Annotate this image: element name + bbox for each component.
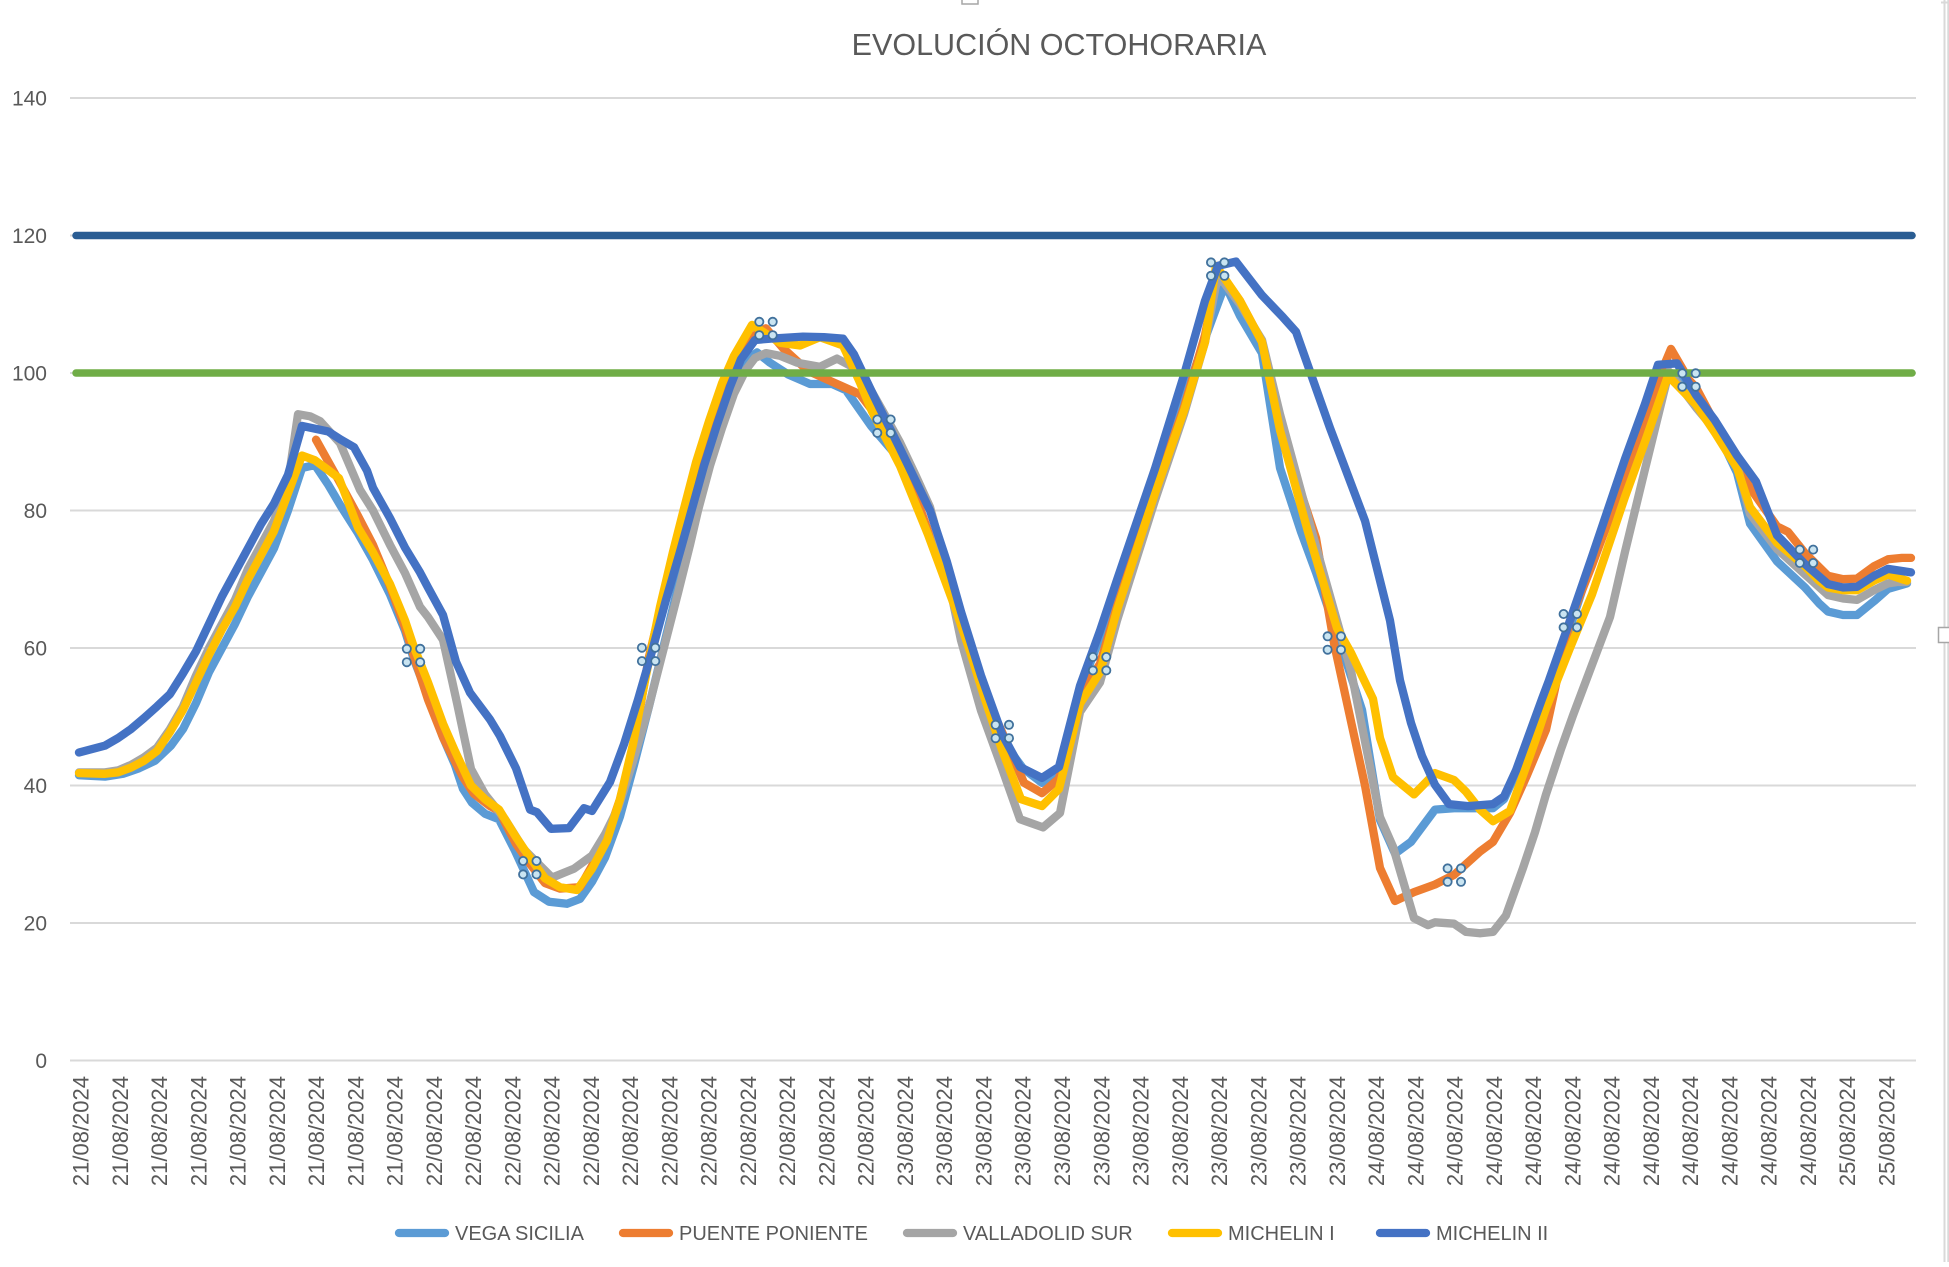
svg-text:EVOLUCIÓN OCTOHORARIA: EVOLUCIÓN OCTOHORARIA — [852, 27, 1267, 62]
svg-text:24/08/2024: 24/08/2024 — [1364, 1076, 1389, 1186]
svg-text:24/08/2024: 24/08/2024 — [1403, 1076, 1428, 1186]
svg-text:22/08/2024: 22/08/2024 — [775, 1076, 800, 1186]
svg-text:22/08/2024: 22/08/2024 — [422, 1076, 447, 1186]
svg-text:40: 40 — [24, 775, 47, 798]
svg-text:22/08/2024: 22/08/2024 — [814, 1076, 839, 1186]
svg-text:100: 100 — [12, 363, 47, 386]
svg-text:23/08/2024: 23/08/2024 — [1011, 1076, 1036, 1186]
svg-text:21/08/2024: 21/08/2024 — [226, 1076, 251, 1186]
svg-text:22/08/2024: 22/08/2024 — [540, 1076, 565, 1186]
svg-text:24/08/2024: 24/08/2024 — [1600, 1076, 1625, 1186]
svg-text:0: 0 — [35, 1050, 47, 1073]
svg-text:25/08/2024: 25/08/2024 — [1835, 1076, 1860, 1186]
svg-text:21/08/2024: 21/08/2024 — [343, 1076, 368, 1186]
svg-text:24/08/2024: 24/08/2024 — [1560, 1076, 1585, 1186]
svg-text:22/08/2024: 22/08/2024 — [461, 1076, 486, 1186]
svg-text:120: 120 — [12, 225, 47, 248]
svg-text:23/08/2024: 23/08/2024 — [1286, 1076, 1311, 1186]
svg-text:21/08/2024: 21/08/2024 — [304, 1076, 329, 1186]
svg-text:22/08/2024: 22/08/2024 — [657, 1076, 682, 1186]
svg-text:VALLADOLID SUR: VALLADOLID SUR — [963, 1223, 1133, 1245]
svg-text:23/08/2024: 23/08/2024 — [893, 1076, 918, 1186]
svg-text:23/08/2024: 23/08/2024 — [1207, 1076, 1232, 1186]
svg-text:VEGA SICILIA: VEGA SICILIA — [455, 1223, 585, 1245]
svg-text:22/08/2024: 22/08/2024 — [854, 1076, 879, 1186]
svg-text:MICHELIN II: MICHELIN II — [1436, 1223, 1548, 1245]
svg-text:23/08/2024: 23/08/2024 — [1050, 1076, 1075, 1186]
svg-text:24/08/2024: 24/08/2024 — [1521, 1076, 1546, 1186]
svg-text:60: 60 — [24, 638, 47, 661]
svg-text:22/08/2024: 22/08/2024 — [697, 1076, 722, 1186]
svg-text:MICHELIN I: MICHELIN I — [1228, 1223, 1335, 1245]
svg-text:23/08/2024: 23/08/2024 — [1168, 1076, 1193, 1186]
svg-text:21/08/2024: 21/08/2024 — [69, 1076, 94, 1186]
svg-text:24/08/2024: 24/08/2024 — [1639, 1076, 1664, 1186]
svg-text:24/08/2024: 24/08/2024 — [1717, 1076, 1742, 1186]
svg-text:23/08/2024: 23/08/2024 — [972, 1076, 997, 1186]
svg-text:21/08/2024: 21/08/2024 — [265, 1076, 290, 1186]
svg-text:25/08/2024: 25/08/2024 — [1875, 1076, 1900, 1186]
svg-text:24/08/2024: 24/08/2024 — [1796, 1076, 1821, 1186]
svg-text:21/08/2024: 21/08/2024 — [383, 1076, 408, 1186]
svg-text:23/08/2024: 23/08/2024 — [932, 1076, 957, 1186]
svg-text:24/08/2024: 24/08/2024 — [1757, 1076, 1782, 1186]
svg-text:21/08/2024: 21/08/2024 — [186, 1076, 211, 1186]
svg-text:22/08/2024: 22/08/2024 — [618, 1076, 643, 1186]
svg-text:22/08/2024: 22/08/2024 — [579, 1076, 604, 1186]
svg-text:21/08/2024: 21/08/2024 — [108, 1076, 133, 1186]
svg-text:24/08/2024: 24/08/2024 — [1678, 1076, 1703, 1186]
svg-text:23/08/2024: 23/08/2024 — [1089, 1076, 1114, 1186]
svg-text:24/08/2024: 24/08/2024 — [1482, 1076, 1507, 1186]
svg-text:140: 140 — [12, 88, 47, 111]
svg-text:21/08/2024: 21/08/2024 — [147, 1076, 172, 1186]
svg-text:23/08/2024: 23/08/2024 — [1129, 1076, 1154, 1186]
svg-text:22/08/2024: 22/08/2024 — [500, 1076, 525, 1186]
svg-text:80: 80 — [24, 500, 47, 523]
svg-text:22/08/2024: 22/08/2024 — [736, 1076, 761, 1186]
svg-text:23/08/2024: 23/08/2024 — [1246, 1076, 1271, 1186]
svg-text:24/08/2024: 24/08/2024 — [1443, 1076, 1468, 1186]
svg-text:PUENTE PONIENTE: PUENTE PONIENTE — [679, 1223, 868, 1245]
svg-text:20: 20 — [24, 913, 47, 936]
svg-text:23/08/2024: 23/08/2024 — [1325, 1076, 1350, 1186]
